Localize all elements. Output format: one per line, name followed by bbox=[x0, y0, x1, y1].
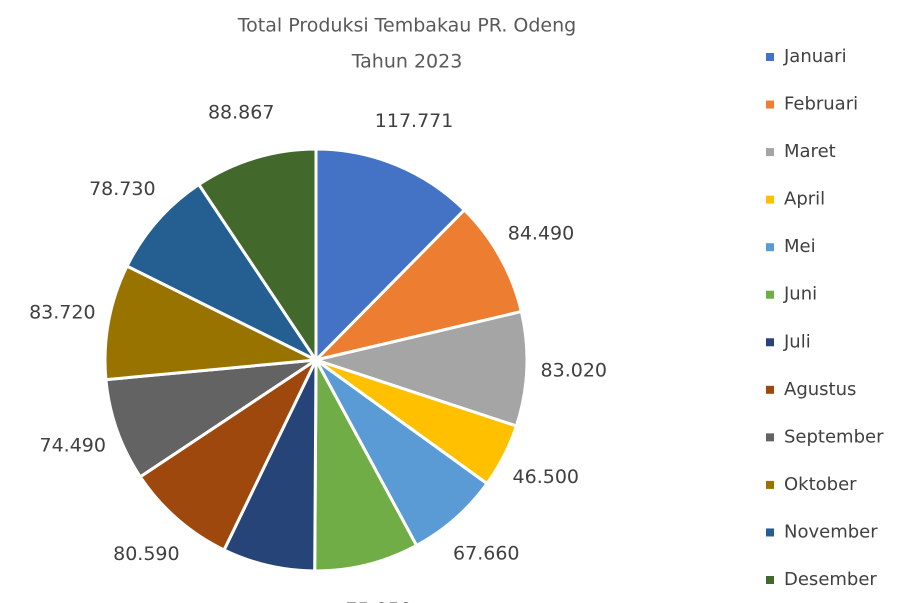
legend-swatch bbox=[766, 100, 774, 109]
legend-swatch bbox=[766, 338, 774, 347]
legend-label: Oktober bbox=[784, 474, 857, 495]
legend-swatch bbox=[766, 243, 774, 252]
data-label: 83.720 bbox=[29, 301, 95, 323]
data-label: 78.730 bbox=[89, 178, 155, 200]
pie-slice bbox=[138, 355, 320, 552]
pie-slice bbox=[125, 182, 321, 364]
pie-slice bbox=[313, 359, 419, 573]
data-label: 84.490 bbox=[508, 222, 574, 244]
data-label: 74.490 bbox=[40, 435, 106, 457]
pie-slice bbox=[310, 309, 529, 428]
data-label: 46.500 bbox=[513, 466, 579, 488]
legend-swatch bbox=[766, 53, 774, 61]
legend-label: Februari bbox=[784, 94, 858, 115]
legend-swatch bbox=[766, 148, 774, 157]
legend-label: Maret bbox=[784, 141, 836, 162]
legend-swatch bbox=[766, 290, 774, 299]
legend-label: Januari bbox=[783, 46, 847, 67]
pie-slice bbox=[104, 358, 317, 479]
legend-label: Juli bbox=[783, 331, 811, 352]
chart-subtitle: Tahun 2023 bbox=[351, 51, 463, 73]
pie-slice bbox=[196, 147, 318, 365]
legend-swatch bbox=[766, 433, 774, 442]
pie-slice bbox=[314, 147, 467, 364]
data-label: 88.867 bbox=[208, 102, 274, 124]
data-label: 67.660 bbox=[453, 542, 519, 564]
legend-label: Juni bbox=[783, 284, 817, 305]
data-label: 83.020 bbox=[541, 360, 607, 382]
legend-label: Mei bbox=[784, 236, 816, 257]
legend-label: September bbox=[784, 426, 884, 447]
legend-label: Desember bbox=[784, 569, 877, 590]
pie-slice bbox=[103, 264, 322, 382]
legend-swatch bbox=[766, 576, 774, 584]
data-label: 75.950 bbox=[345, 599, 411, 603]
legend-label: Agustus bbox=[784, 379, 856, 400]
legend-swatch bbox=[766, 528, 774, 537]
chart-title: Total Produksi Tembakau PR. Odeng bbox=[237, 15, 576, 37]
data-label: 67.150 bbox=[224, 600, 290, 603]
legend-swatch bbox=[766, 195, 774, 204]
legend-label: April bbox=[784, 189, 825, 210]
data-label: 117.771 bbox=[375, 110, 454, 132]
legend-label: November bbox=[784, 521, 878, 542]
data-label: 80.590 bbox=[113, 543, 179, 565]
legend-swatch bbox=[766, 480, 774, 489]
legend-swatch bbox=[766, 385, 774, 394]
